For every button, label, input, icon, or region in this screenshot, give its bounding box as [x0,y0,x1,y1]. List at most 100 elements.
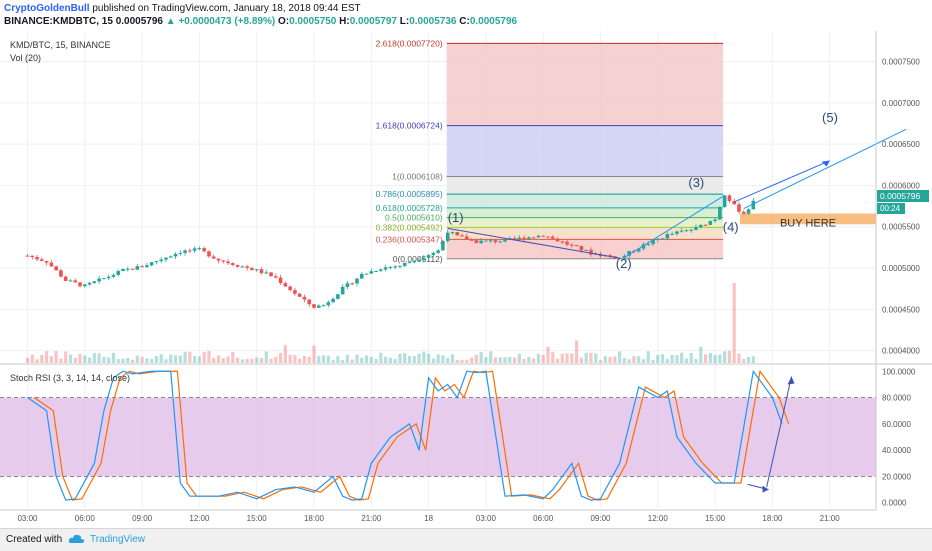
volume-bar [551,351,555,363]
chart-canvas[interactable]: 0(0.0005112) 0.236(0.0005347) 0.382(0.0005… [0,0,932,528]
candle-body [469,239,474,241]
wave-3-label: (3) [688,175,704,190]
volume-bar [570,353,574,363]
volume-bar [126,357,130,363]
volume-bar [737,353,741,363]
volume-bar [307,356,311,363]
candle-body [40,259,44,261]
time-tick-label: 06:00 [75,514,96,523]
volume-bar [345,354,350,363]
volume-bar [407,355,412,363]
rsi-k-line [27,369,783,501]
time-tick-label: 18 [424,514,433,523]
drawings[interactable] [447,128,907,259]
volume-bar [169,354,173,363]
volume-bar [87,357,92,363]
candle-body [388,266,393,268]
candle-body [713,219,717,221]
candle-body [336,294,340,299]
volume-bar [364,355,369,363]
candle-body [579,245,584,251]
candle-body [197,248,202,250]
price-tick-label: 0.0004000 [882,347,920,356]
candle-body [254,269,259,271]
candle-body [269,272,273,277]
volume-bar [374,358,378,363]
volume-bar [321,355,326,363]
candle-body [231,263,235,265]
countdown-tag [877,203,905,214]
volume-bar [508,356,512,363]
volume-bar [384,356,388,363]
buy-here-label: BUY HERE [780,218,836,230]
rsi-tick-label: 40.0000 [882,446,911,455]
volume-bar [130,359,135,363]
fib-level-label: 0.786(0.0005895) [376,189,443,199]
candle-body [63,276,68,281]
fib-level-label: 2.618(0.0007720) [376,38,443,48]
change-up-icon: ▲ [165,16,176,27]
rsi-arrow-head-icon [762,485,769,493]
created-with: Created with [6,534,63,545]
volume-bar [207,351,211,363]
volume-bar [173,355,178,363]
candle-body [627,250,631,256]
candle-body [636,248,641,252]
volume-bar [427,353,431,363]
candle-body [102,278,106,280]
volume-bar [751,356,755,363]
volume-bar [575,340,579,363]
volume-bar [560,353,564,363]
candle-body [216,258,221,261]
volume-bar [446,357,450,363]
candle-body [355,278,359,284]
volume-bar [111,352,116,363]
candle-body [675,231,679,234]
volume-bar [608,356,612,363]
volume-bar [83,355,87,363]
last-price-tag [877,190,929,202]
candle-body [679,230,684,232]
candle-body [732,201,736,205]
candle-body [741,211,746,215]
fib-level-label: 0.382(0.0005492) [376,222,443,232]
candle-body [44,260,49,263]
volume-bar [64,351,68,363]
candle-body [684,230,689,232]
open-label: O: [277,16,290,27]
candle-body [121,269,125,272]
fib-level-label: 1(0.0006108) [392,172,443,182]
time-axis[interactable]: 03:00 06:00 09:00 12:00 15:00 18:00 21:00 18 03:… [17,514,840,523]
candle-body [426,255,431,258]
volume-bar [150,359,154,363]
volume-bar [178,355,182,363]
candle-body [484,240,488,242]
volume-bar [145,358,149,363]
candle-body [560,241,565,243]
volume-bar [517,353,521,363]
tradingview-brand[interactable]: TradingView [90,534,146,545]
volume-bar [269,358,273,363]
last-price-tag-text: 0.0005796 [880,191,920,201]
price-tick-label: 0.0006500 [882,140,920,149]
candle-body [622,255,627,258]
volume-bar [240,359,244,363]
price-axis[interactable]: 0.00075000.00070000.00065000.00060000.00… [882,58,920,508]
candle-body [168,256,173,258]
fibonacci-retracement[interactable]: 0(0.0005112) 0.236(0.0005347) 0.382(0.0005… [376,38,724,264]
volume-bar [732,283,736,363]
rsi-tick-label: 60.0000 [882,420,911,429]
volume-bar [216,355,221,363]
volume-bar [45,351,49,363]
fib-level-label: 0(0.0005112) [393,254,443,264]
volume-bar [680,352,684,363]
candle-body [288,286,292,291]
candle-body [417,259,421,261]
candle-body [283,283,288,287]
low-value: 0.0005736 [409,16,457,27]
author-link[interactable]: CryptoGoldenBull [4,3,90,14]
candle-body [393,266,397,268]
candle-body [565,241,569,245]
volume-bar [694,358,698,363]
tradingview-cloud-icon [68,534,85,543]
